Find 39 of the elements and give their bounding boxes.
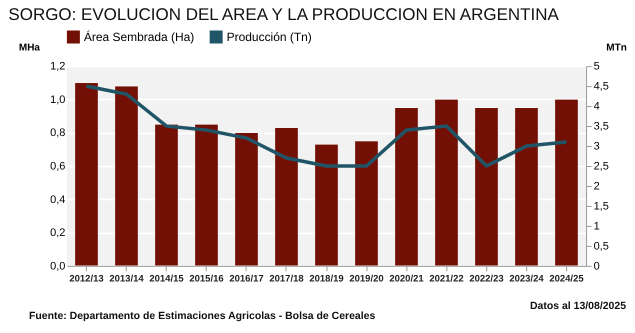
source-note: Fuente: Departamento de Estimaciones Agricolas - Bolsa de Cereales xyxy=(28,310,376,322)
y-tick-label: 1,2 xyxy=(50,60,66,73)
chart-title: SORGO: EVOLUCION DEL AREA Y LA PRODUCCION EN ARGENTINA xyxy=(8,5,560,24)
y-tick-label: 0,2 xyxy=(50,227,66,240)
x-tick-label: 2012/13 xyxy=(69,273,104,284)
line-series xyxy=(84,84,568,168)
y-tick-label: 0,8 xyxy=(50,127,66,140)
y-tick-label: 0,0 xyxy=(50,260,66,272)
y2-tick-label: 4 xyxy=(594,100,600,113)
x-tick-label: 2024/25 xyxy=(549,273,584,284)
y2-tick-label: 4,5 xyxy=(594,80,609,93)
y2-tick-label: 1,5 xyxy=(594,200,609,212)
y-tick-label: 1,0 xyxy=(50,94,66,106)
y-tick-label: 0,4 xyxy=(50,194,66,206)
y2-tick-label: 0 xyxy=(594,260,600,272)
y2-tick-label: 1 xyxy=(594,220,600,232)
x-tick-label: 2020/21 xyxy=(389,273,424,284)
y-tick-label: 0,6 xyxy=(50,160,66,172)
y2-tick-label: 3,5 xyxy=(594,120,609,133)
x-tick-label: 2013/14 xyxy=(109,273,144,284)
x-tick-label: 2022/23 xyxy=(469,273,504,284)
legend-label: Área Sembrada (Ha) xyxy=(84,30,194,44)
text: Datos al 13/08/2025 xyxy=(530,300,626,312)
y2-tick-label: 5 xyxy=(594,60,600,73)
y2-tick-label: 2 xyxy=(594,180,600,192)
x-tick-label: 2019/20 xyxy=(349,273,384,284)
y2-tick-label: 3 xyxy=(594,140,600,153)
x-tick-label: 2016/17 xyxy=(229,273,264,284)
y2-axis-title: MTn xyxy=(606,42,627,54)
x-tick-label: 2014/15 xyxy=(149,273,184,284)
x-tick-label: 2018/19 xyxy=(309,273,344,284)
x-tick-label: 2017/18 xyxy=(269,273,304,284)
x-tick-label: 2015/16 xyxy=(189,273,224,284)
legend-label: Producción (Tn) xyxy=(226,30,312,44)
y2-tick-label: 0,5 xyxy=(594,240,609,252)
x-tick-label: 2023/24 xyxy=(509,273,544,284)
y2-tick-label: 2,5 xyxy=(594,160,609,172)
x-tick-label: 2021/22 xyxy=(429,273,464,284)
y-axis-title: MHa xyxy=(18,42,40,54)
